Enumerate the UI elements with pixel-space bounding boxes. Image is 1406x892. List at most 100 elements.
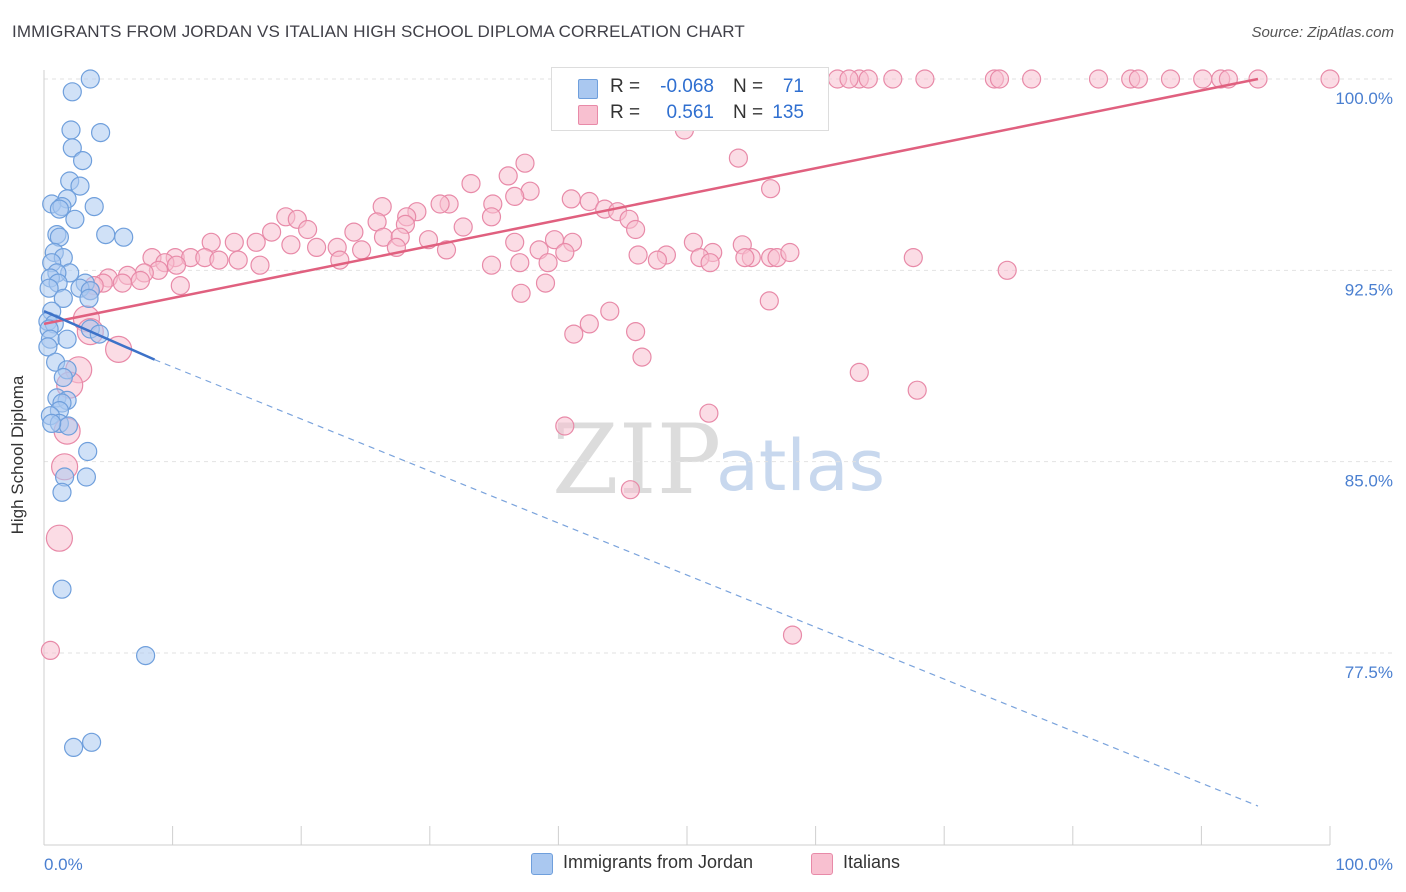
italians-point	[1160, 69, 1181, 89]
italians-point	[224, 232, 244, 252]
legend-r-label: R =	[610, 76, 641, 97]
italians-point	[632, 347, 652, 367]
italians-point	[700, 253, 720, 273]
jordan-point	[70, 176, 90, 196]
jordan-point	[136, 645, 156, 666]
jordan-point	[52, 482, 72, 502]
italians-point	[166, 255, 187, 275]
bottom-legend-swatch-jordan	[531, 853, 553, 875]
bottom-legend-swatch-italians	[811, 853, 833, 875]
italians-point	[628, 245, 648, 265]
x-tick-label-max: 100.0%	[1335, 855, 1393, 874]
legend-n-label: N =	[733, 102, 764, 123]
italians-point	[728, 148, 749, 168]
italians-point	[564, 324, 584, 344]
italians-point	[625, 219, 646, 240]
jordan-point	[52, 579, 72, 599]
watermark-atlas: atlas	[716, 425, 885, 507]
italians-point	[430, 194, 450, 214]
jordan-point	[61, 120, 81, 140]
jordan-point	[63, 737, 84, 758]
italians-point	[505, 232, 525, 252]
gridlines	[44, 78, 1393, 654]
italians-point	[344, 222, 364, 242]
italians-point	[170, 276, 190, 296]
series-italians	[40, 69, 1340, 661]
jordan-trend-extension	[154, 359, 1259, 807]
italians-point	[262, 222, 282, 242]
italians-point	[1128, 69, 1149, 89]
italians-point	[780, 242, 800, 263]
bottom-legend-label-italians: Italians	[843, 852, 901, 872]
italians-point	[538, 253, 558, 273]
jordan-point	[65, 209, 85, 229]
italians-point	[515, 153, 535, 173]
jordan-point	[90, 123, 111, 143]
jordan-point	[72, 151, 93, 171]
y-tick-label: 100.0%	[1335, 89, 1393, 108]
source-label: Source: ZipAtlas.com	[1251, 24, 1394, 41]
legend-row-jordan: R = -0.068 N = 71	[552, 76, 828, 104]
italians-point	[246, 232, 266, 252]
legend-r-label: R =	[610, 102, 641, 123]
italians-point	[112, 273, 133, 293]
italians-point	[1320, 69, 1340, 89]
italians-point	[858, 69, 878, 89]
italians-point	[535, 273, 556, 293]
italians-point	[281, 235, 301, 255]
italians-point	[505, 186, 525, 206]
italians-point	[45, 524, 74, 552]
italians-point	[209, 250, 229, 270]
jordan-point	[42, 413, 62, 433]
legend-r-value: -0.068	[660, 76, 714, 97]
italians-point	[498, 166, 518, 186]
legend-swatch-italians	[578, 105, 598, 125]
y-tick-labels: 77.5% 85.0% 92.5% 100.0%	[1335, 89, 1393, 682]
jordan-trend-line	[43, 310, 156, 361]
jordan-point	[96, 225, 116, 245]
x-tick-label-min: 0.0%	[44, 855, 83, 874]
jordan-point	[57, 329, 77, 349]
jordan-point	[76, 467, 97, 487]
bottom-legend-label-jordan: Immigrants from Jordan	[563, 852, 754, 872]
y-tick-label: 77.5%	[1345, 663, 1393, 682]
italians-point	[647, 250, 668, 270]
jordan-point	[114, 227, 134, 247]
italians-point	[510, 253, 530, 273]
italians-point	[307, 237, 327, 257]
italians-point	[625, 322, 646, 342]
italians-point	[352, 240, 372, 260]
italians-point	[915, 69, 935, 89]
jordan-point	[39, 278, 59, 298]
italians-trend-line	[43, 77, 1259, 326]
italians-point	[760, 179, 781, 199]
legend-n-label: N =	[733, 76, 764, 97]
italians-point	[735, 248, 755, 268]
italians-point	[436, 240, 457, 260]
italians-point	[1088, 69, 1109, 89]
italians-point	[511, 283, 531, 303]
italians-point	[839, 69, 859, 89]
legend-swatch-jordan	[578, 79, 598, 99]
italians-point	[620, 480, 641, 500]
italians-point	[298, 219, 318, 240]
italians-point	[453, 217, 473, 237]
italians-point	[1248, 69, 1268, 89]
watermark-zip: ZIP	[552, 404, 721, 516]
italians-point	[903, 248, 923, 268]
italians-point	[228, 250, 248, 270]
italians-point	[997, 260, 1017, 280]
italians-point	[481, 255, 502, 275]
italians-point	[250, 255, 270, 275]
italians-point	[989, 69, 1010, 89]
jordan-point	[38, 337, 58, 357]
x-ticks	[172, 826, 1331, 845]
series-jordan	[38, 69, 156, 758]
legend-n-value: 135	[772, 102, 804, 123]
jordan-point	[78, 441, 98, 462]
trend-lines	[43, 77, 1259, 807]
italians-point	[561, 189, 581, 209]
italians-point	[555, 416, 575, 436]
jordan-point	[58, 416, 79, 436]
jordan-point	[80, 69, 100, 89]
